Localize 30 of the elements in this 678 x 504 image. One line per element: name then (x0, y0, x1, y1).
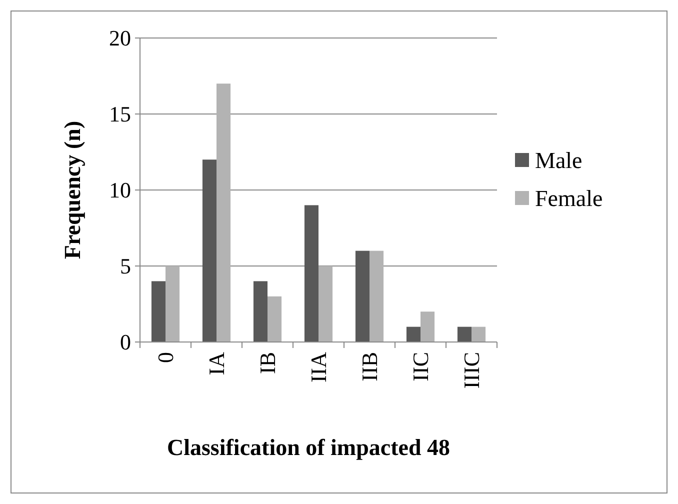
x-tick-label: IIIC (459, 352, 484, 389)
y-tick-label: 0 (120, 330, 131, 355)
x-tick-label: IIB (357, 352, 382, 382)
bar (457, 326, 472, 342)
x-tick-label: IIA (306, 352, 332, 383)
x-tick-label: 0 (153, 352, 178, 363)
bar (472, 326, 486, 342)
bar (268, 296, 282, 342)
bar (370, 250, 384, 342)
bar (253, 281, 268, 342)
bar (216, 84, 231, 342)
bar (202, 160, 216, 342)
y-axis-title: Frequency (n) (60, 120, 85, 260)
x-tick-label: IA (204, 352, 230, 376)
y-tick-label: 10 (109, 178, 131, 203)
x-tick-label: IB (255, 352, 280, 374)
x-axis-title: Classification of impacted 48 (166, 435, 450, 460)
bar (420, 312, 435, 342)
bar (151, 281, 166, 342)
y-tick-label: 20 (109, 26, 131, 51)
bar (406, 326, 420, 342)
legend-label: Female (535, 186, 603, 212)
bar (304, 205, 318, 342)
x-tick-label: IIC (408, 352, 434, 382)
bar (355, 250, 370, 342)
bar (166, 266, 180, 342)
legend-label: Male (535, 148, 582, 174)
y-tick-label: 15 (109, 102, 131, 127)
bar (318, 266, 333, 342)
y-tick-label: 5 (120, 254, 131, 279)
